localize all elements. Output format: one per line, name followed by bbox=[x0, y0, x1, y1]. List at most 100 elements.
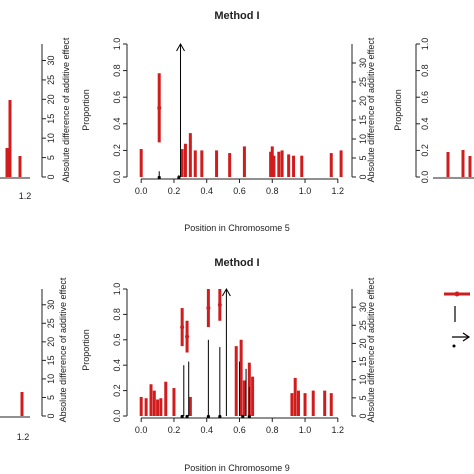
left-y-tick-label: 0.2 bbox=[112, 144, 122, 157]
arrow-head bbox=[221, 287, 231, 297]
side-tick-label: 15 bbox=[46, 355, 56, 365]
side-panels: Absolute difference of additive effect P… bbox=[0, 37, 474, 442]
baseline-point bbox=[185, 414, 189, 419]
x-tick-label: 0.0 bbox=[135, 425, 148, 435]
side-tick-label: 1.0 bbox=[420, 38, 430, 51]
x-tick-label: 1.0 bbox=[299, 186, 312, 196]
y-axis-label-left-top: Proportion bbox=[81, 89, 91, 131]
legend-fragment bbox=[444, 291, 471, 348]
left-y-tick-label: 1.0 bbox=[112, 38, 122, 51]
baseline-point bbox=[177, 175, 181, 180]
side-left-xtick-top: 1.2 bbox=[19, 191, 32, 201]
left-y-tick-label: 0.4 bbox=[112, 118, 122, 131]
proportion-bar-point bbox=[217, 302, 222, 307]
y-axis-label-right-top: Absolute difference of additive effect bbox=[366, 37, 376, 182]
side-tick-label: 5 bbox=[46, 155, 56, 160]
side-tick-label: 30 bbox=[46, 300, 56, 310]
proportion-bar-point bbox=[185, 334, 190, 339]
y-axis-label-right-bottom: Absolute difference of additive effect bbox=[366, 277, 376, 422]
x-tick-label: 0.8 bbox=[266, 425, 279, 435]
chart-title-bottom: Method I bbox=[214, 257, 259, 269]
proportion-bar-point bbox=[157, 105, 162, 110]
side-left-ylabel-bottom: Absolute difference of additive effect bbox=[58, 277, 68, 422]
side-tick-label: 15 bbox=[46, 114, 56, 124]
left-y-tick-label: 0.0 bbox=[112, 410, 122, 423]
side-tick-label: 20 bbox=[46, 94, 56, 104]
right-y-tick-label: 10 bbox=[358, 134, 368, 144]
right-y-tick-label: 20 bbox=[358, 338, 368, 348]
side-tick-label: 20 bbox=[46, 337, 56, 347]
proportion-bar-point bbox=[180, 325, 185, 330]
right-y-tick-label: 0 bbox=[358, 413, 368, 418]
x-tick-label: 0.2 bbox=[168, 425, 181, 435]
chart-title-top: Method I bbox=[214, 10, 259, 22]
marks-bottom bbox=[123, 287, 356, 422]
left-y-tick-label: 0.2 bbox=[112, 384, 122, 397]
proportion-bar-point bbox=[206, 306, 211, 311]
right-y-tick-label: 15 bbox=[358, 115, 368, 125]
side-tick-label: 30 bbox=[46, 55, 56, 65]
left-y-tick-label: 0.6 bbox=[112, 91, 122, 104]
x-tick-label: 0.6 bbox=[233, 186, 246, 196]
left-y-tick-label: 0.8 bbox=[112, 64, 122, 77]
side-tick-label: 0.0 bbox=[420, 171, 430, 184]
left-y-tick-label: 0.0 bbox=[112, 171, 122, 184]
side-tick-label: 0.2 bbox=[420, 144, 430, 157]
x-tick-label: 0.0 bbox=[135, 186, 148, 196]
side-tick-label: 0.6 bbox=[420, 91, 430, 104]
x-tick-label: 1.2 bbox=[332, 186, 345, 196]
side-tick-label: 10 bbox=[46, 133, 56, 143]
baseline-point bbox=[180, 414, 184, 419]
right-y-tick-label: 5 bbox=[358, 395, 368, 400]
arrow-head bbox=[176, 42, 185, 52]
side-left-ylabel-top: Absolute difference of additive effect bbox=[61, 37, 71, 182]
side-tick-label: 0 bbox=[46, 174, 56, 179]
x-tick-label: 1.0 bbox=[299, 425, 312, 435]
x-tick-label: 0.4 bbox=[200, 425, 213, 435]
left-y-tick-label: 1.0 bbox=[112, 283, 122, 296]
right-y-tick-label: 10 bbox=[358, 375, 368, 385]
baseline-point bbox=[241, 414, 245, 419]
side-tick-label: 10 bbox=[46, 374, 56, 384]
legend-red-point bbox=[454, 291, 460, 297]
left-y-tick-label: 0.4 bbox=[112, 359, 122, 372]
baseline-point bbox=[247, 414, 251, 419]
left-y-tick-label: 0.6 bbox=[112, 334, 122, 347]
right-y-tick-label: 25 bbox=[358, 77, 368, 87]
side-tick-label: 25 bbox=[46, 318, 56, 328]
side-left-xtick-bottom: 1.2 bbox=[17, 432, 30, 442]
legend-black-point bbox=[452, 344, 456, 348]
right-y-tick-label: 0 bbox=[358, 174, 368, 179]
baseline-point bbox=[206, 414, 210, 419]
tick-labels-bottom: 0.0 0.2 0.4 0.6 0.8 1.0 1.2 0.0 0.2 0.4 0.6 0.8 1.0 0… bbox=[112, 283, 368, 435]
right-y-tick-label: 25 bbox=[358, 320, 368, 330]
right-y-tick-label: 30 bbox=[358, 302, 368, 312]
right-y-tick-label: 20 bbox=[358, 96, 368, 106]
side-tick-label: 0 bbox=[46, 413, 56, 418]
right-y-tick-label: 15 bbox=[358, 357, 368, 367]
x-tick-label: 0.4 bbox=[200, 186, 213, 196]
right-y-tick-label: 5 bbox=[358, 155, 368, 160]
side-tick-label: 25 bbox=[46, 75, 56, 85]
side-right-ylabel-top: Proportion bbox=[393, 89, 403, 131]
x-tick-label: 0.8 bbox=[266, 186, 279, 196]
panel-bottom: Method I Position in Chromosome 9 Propor… bbox=[81, 257, 376, 473]
side-tick-label: 0.4 bbox=[420, 118, 430, 131]
legend-arrow-head bbox=[462, 332, 471, 342]
x-tick-label: 1.2 bbox=[332, 425, 345, 435]
right-y-tick-label: 30 bbox=[358, 58, 368, 68]
side-tick-label: 0.8 bbox=[420, 64, 430, 77]
left-y-tick-label: 0.8 bbox=[112, 308, 122, 321]
panel-top: Method I Position in Chromosome 5 Propor… bbox=[81, 10, 376, 233]
x-axis-label-top: Position in Chromosome 5 bbox=[184, 223, 290, 233]
marks-top bbox=[123, 42, 356, 183]
x-axis-label-bottom: Position in Chromosome 9 bbox=[184, 463, 290, 473]
x-tick-label: 0.2 bbox=[168, 186, 181, 196]
x-tick-label: 0.6 bbox=[233, 425, 246, 435]
side-tick-label: 5 bbox=[46, 395, 56, 400]
y-axis-label-left-bottom: Proportion bbox=[81, 329, 91, 371]
baseline-point bbox=[218, 414, 222, 419]
baseline-point bbox=[157, 175, 161, 180]
tick-labels-top: 0.0 0.2 0.4 0.6 0.8 1.0 1.2 0.0 0.2 0.4 0.6 0.8 1.0 0… bbox=[112, 38, 368, 196]
